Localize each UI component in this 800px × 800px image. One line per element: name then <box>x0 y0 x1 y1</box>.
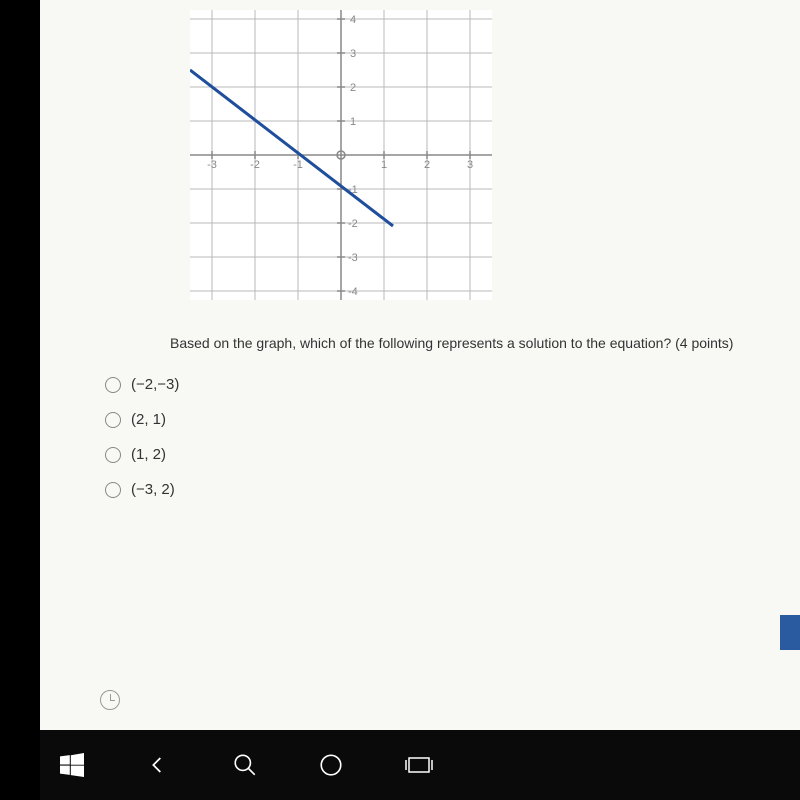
svg-text:3: 3 <box>467 159 473 171</box>
clock-icon[interactable] <box>100 690 120 710</box>
option-b[interactable]: (2, 1) <box>105 411 770 428</box>
svg-text:-1: -1 <box>293 159 303 171</box>
svg-text:-2: -2 <box>348 218 358 230</box>
back-icon[interactable] <box>144 751 172 779</box>
svg-text:-3: -3 <box>348 252 358 264</box>
windows-start-icon[interactable] <box>60 753 84 777</box>
option-label: (−2,−3) <box>131 376 179 393</box>
radio-icon <box>105 482 121 498</box>
svg-text:4: 4 <box>350 14 356 26</box>
svg-text:-4: -4 <box>348 286 358 298</box>
option-label: (2, 1) <box>131 411 166 428</box>
tablet-frame: -3 -2 -1 1 2 3 4 3 2 1 -1 -2 -3 -4 <box>0 0 800 800</box>
svg-text:-2: -2 <box>250 159 260 171</box>
radio-icon <box>105 377 121 393</box>
taskview-icon[interactable] <box>404 753 434 777</box>
corner-button[interactable] <box>780 615 800 650</box>
svg-text:2: 2 <box>350 82 356 94</box>
svg-text:3: 3 <box>350 48 356 60</box>
option-a[interactable]: (−2,−3) <box>105 376 770 393</box>
taskbar <box>40 730 800 800</box>
svg-text:1: 1 <box>381 159 387 171</box>
radio-icon <box>105 447 121 463</box>
cortana-icon[interactable] <box>318 752 344 778</box>
coordinate-graph: -3 -2 -1 1 2 3 4 3 2 1 -1 -2 -3 -4 <box>190 10 492 300</box>
option-d[interactable]: (−3, 2) <box>105 481 770 498</box>
option-c[interactable]: (1, 2) <box>105 446 770 463</box>
radio-icon <box>105 412 121 428</box>
options-group: (−2,−3) (2, 1) (1, 2) (−3, 2) <box>105 376 770 498</box>
option-label: (1, 2) <box>131 446 166 463</box>
left-bezel <box>0 0 40 800</box>
search-icon[interactable] <box>232 752 258 778</box>
question-text: Based on the graph, which of the followi… <box>170 335 770 351</box>
option-label: (−3, 2) <box>131 481 175 498</box>
graph-container: -3 -2 -1 1 2 3 4 3 2 1 -1 -2 -3 -4 <box>190 10 770 305</box>
svg-text:2: 2 <box>424 159 430 171</box>
svg-text:-3: -3 <box>207 159 217 171</box>
screen: -3 -2 -1 1 2 3 4 3 2 1 -1 -2 -3 -4 <box>40 0 800 730</box>
content-area: -3 -2 -1 1 2 3 4 3 2 1 -1 -2 -3 -4 <box>40 0 800 526</box>
svg-text:1: 1 <box>350 116 356 128</box>
